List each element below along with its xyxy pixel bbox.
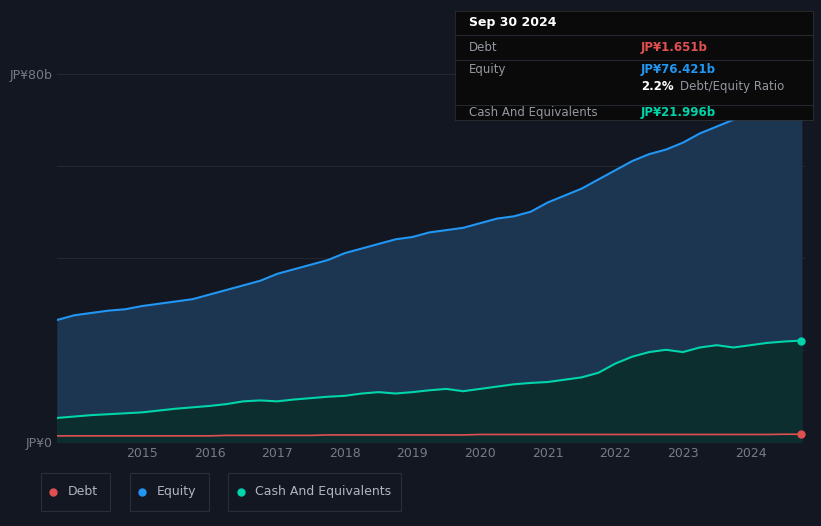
Text: Sep 30 2024: Sep 30 2024 (469, 16, 557, 29)
Text: Debt: Debt (68, 485, 99, 498)
Text: JP¥76.421b: JP¥76.421b (641, 63, 716, 76)
Text: JP¥21.996b: JP¥21.996b (641, 106, 716, 119)
Text: Debt: Debt (469, 41, 498, 54)
Text: Equity: Equity (469, 63, 507, 76)
Text: JP¥1.651b: JP¥1.651b (641, 41, 708, 54)
Text: 2.2%: 2.2% (641, 79, 673, 93)
Text: Cash And Equivalents: Cash And Equivalents (255, 485, 392, 498)
Text: Cash And Equivalents: Cash And Equivalents (469, 106, 598, 119)
Text: Equity: Equity (157, 485, 196, 498)
Text: Debt/Equity Ratio: Debt/Equity Ratio (681, 79, 785, 93)
